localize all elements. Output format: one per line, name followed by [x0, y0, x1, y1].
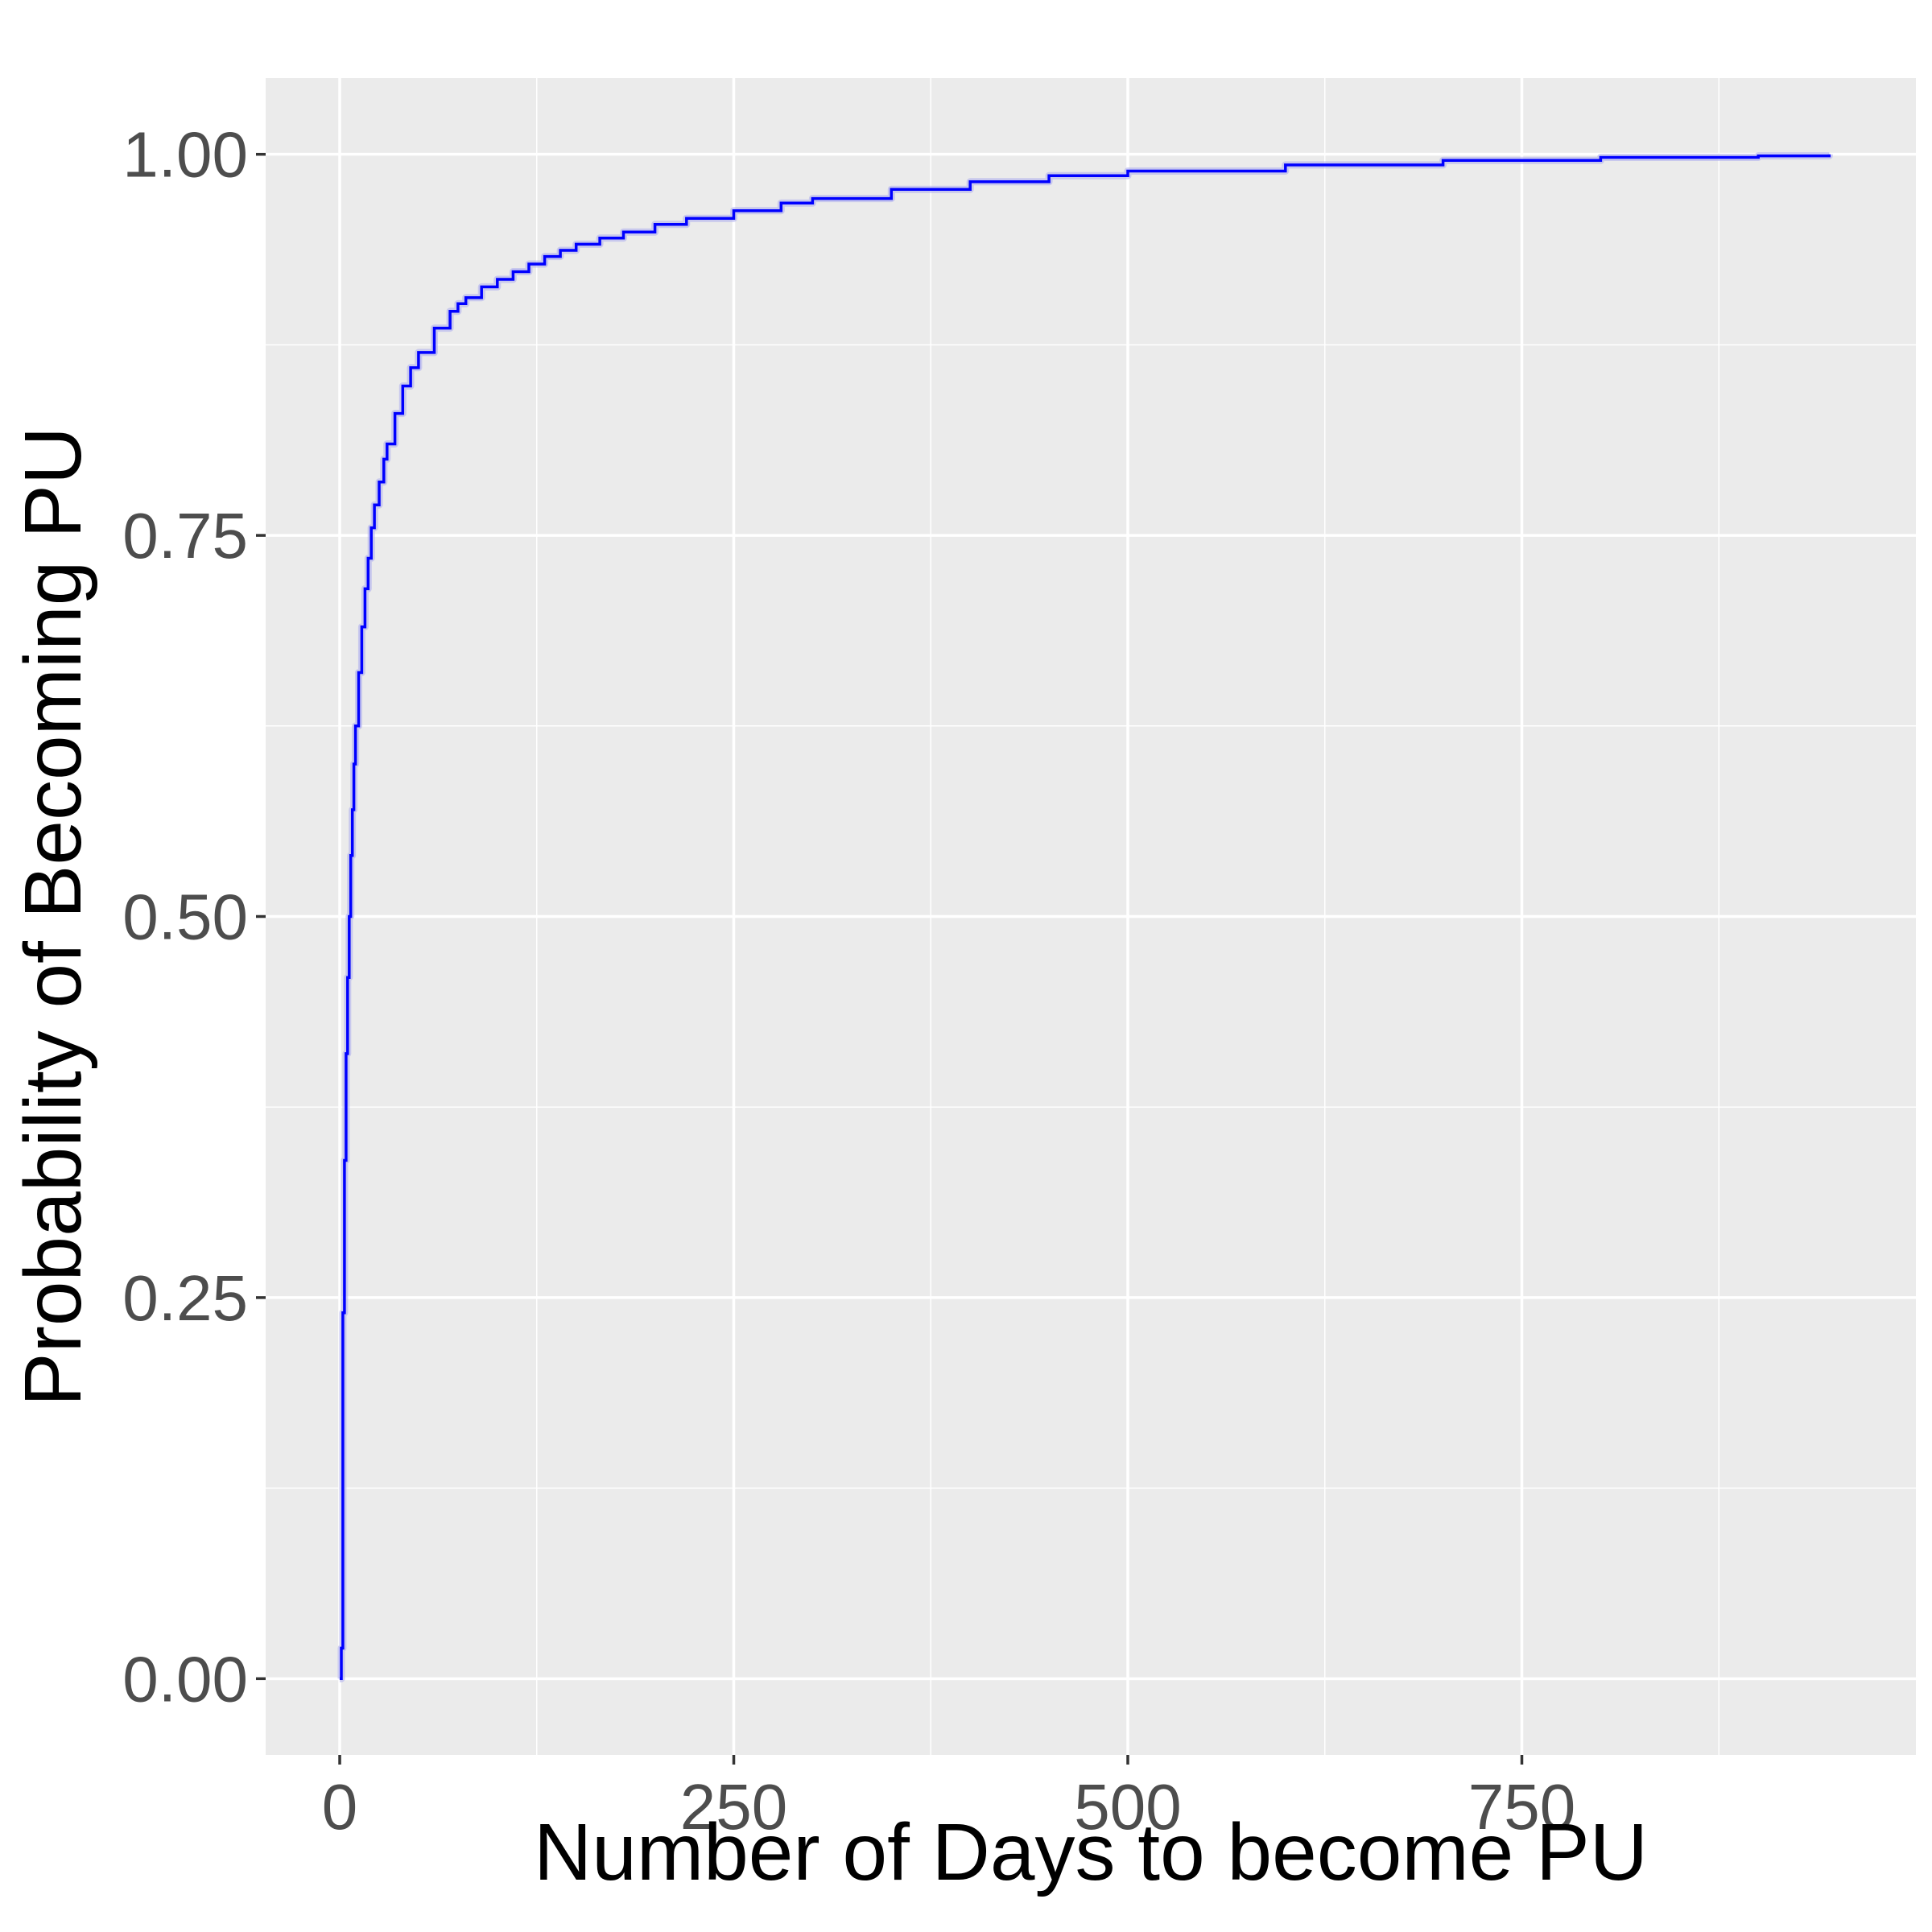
y-tick-label: 0.75	[122, 500, 248, 572]
y-tick-label: 0.25	[122, 1262, 248, 1334]
major-gridlines	[266, 78, 1916, 1755]
x-tick-label: 250	[680, 1771, 787, 1843]
y-tick-label: 1.00	[122, 119, 248, 191]
x-tick-label: 500	[1074, 1771, 1181, 1843]
y-axis-title: Probability of Becoming PU	[8, 427, 98, 1406]
series-layer	[337, 152, 1833, 1682]
x-axis: 0 250 500 750	[322, 1755, 1575, 1843]
x-tick-label: 0	[322, 1771, 358, 1843]
x-tick-label: 750	[1468, 1771, 1575, 1843]
y-axis: 0.00 0.25 0.50 0.75 1.00	[122, 119, 266, 1715]
series-line-0	[340, 154, 1831, 1681]
x-axis-title: Number of Days to become PU	[534, 1807, 1648, 1897]
y-tick-label: 0.50	[122, 881, 248, 953]
y-tick-label: 0.00	[122, 1643, 248, 1715]
